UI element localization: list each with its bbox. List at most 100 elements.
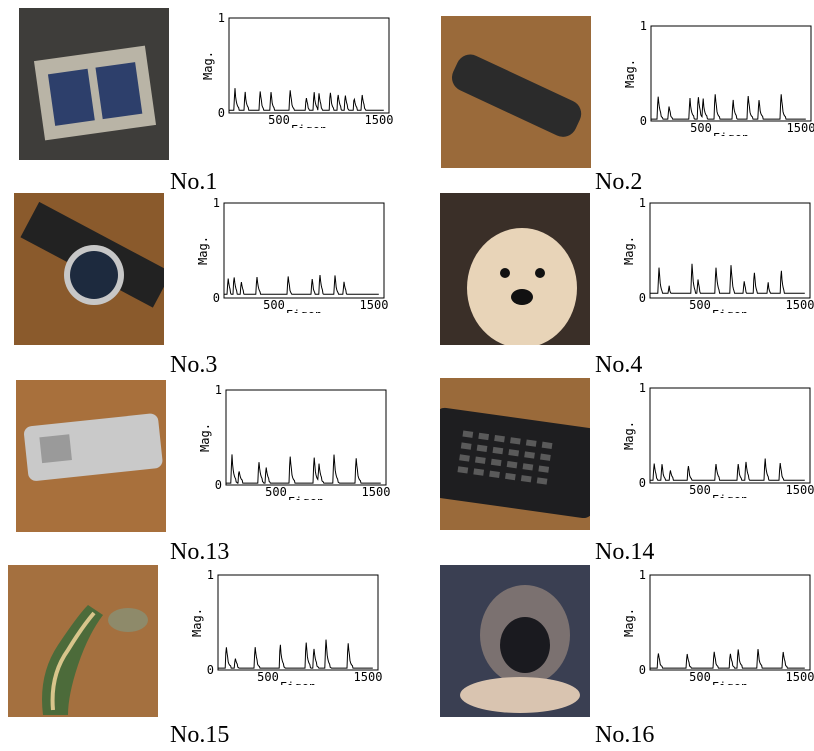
eigen-chart: 015001500EigenMag. bbox=[198, 383, 391, 509]
card-holder-photo bbox=[19, 8, 169, 160]
x-tick-label: 500 bbox=[268, 113, 290, 127]
remote-control-photo bbox=[440, 378, 590, 530]
y-tick-label: 0 bbox=[639, 663, 646, 677]
plot-frame bbox=[223, 202, 385, 299]
x-axis-label: Eigen bbox=[288, 495, 324, 500]
y-axis-label: Mag. bbox=[622, 608, 636, 637]
plot-area: 015001500EigenMag. bbox=[194, 193, 394, 322]
panel-no-14: 015001500EigenMag. bbox=[440, 378, 814, 564]
eigen-chart: 015001500EigenMag. bbox=[190, 568, 382, 694]
panel-caption: No.14 bbox=[595, 539, 655, 565]
panel-no-16: 015001500EigenMag. bbox=[440, 565, 814, 751]
x-tick-label: 1500 bbox=[362, 485, 391, 499]
eigen-chart: 015001500EigenMag. bbox=[623, 19, 814, 145]
plot-frame bbox=[649, 387, 811, 484]
photo-frame bbox=[441, 16, 591, 168]
spectrum-line bbox=[218, 639, 373, 669]
x-axis-label: Eigen bbox=[712, 308, 748, 313]
x-tick-label: 1500 bbox=[360, 298, 389, 312]
spectrum-line bbox=[224, 274, 379, 295]
plot-frame bbox=[649, 574, 811, 671]
x-tick-label: 1500 bbox=[786, 483, 814, 497]
x-axis-label: Eigen bbox=[280, 680, 316, 685]
x-tick-label: 500 bbox=[689, 298, 711, 312]
plot-frame bbox=[650, 25, 812, 122]
y-axis-label: Mag. bbox=[622, 236, 636, 265]
spectrum-line bbox=[650, 649, 805, 669]
y-tick-label: 0 bbox=[639, 291, 646, 305]
photo-frame bbox=[8, 565, 158, 717]
photo-frame bbox=[440, 378, 590, 530]
spectrum-line bbox=[650, 458, 805, 481]
shoe-horn-photo bbox=[8, 565, 158, 717]
x-tick-label: 500 bbox=[265, 485, 287, 499]
y-tick-label: 1 bbox=[639, 196, 646, 210]
y-tick-label: 0 bbox=[218, 106, 225, 120]
y-axis-label: Mag. bbox=[198, 423, 212, 452]
mobile-phone-photo bbox=[16, 380, 166, 532]
y-axis-label: Mag. bbox=[201, 51, 215, 80]
x-axis-label: Eigen bbox=[712, 493, 748, 498]
panel-no-3: 015001500EigenMag. bbox=[14, 193, 414, 379]
y-tick-label: 1 bbox=[207, 568, 214, 582]
y-tick-label: 1 bbox=[639, 568, 646, 582]
photo-frame bbox=[14, 193, 164, 345]
eigen-chart: 015001500EigenMag. bbox=[196, 196, 389, 322]
y-tick-label: 1 bbox=[218, 11, 225, 25]
wrist-watch-photo bbox=[14, 193, 164, 345]
x-axis-label: Eigen bbox=[713, 131, 749, 136]
plot-area: 015001500EigenMag. bbox=[188, 565, 388, 694]
plot-area: 015001500EigenMag. bbox=[199, 8, 399, 137]
photo-frame bbox=[440, 565, 590, 717]
plot-frame bbox=[649, 202, 811, 299]
photo-frame bbox=[19, 8, 169, 160]
eigen-chart: 015001500EigenMag. bbox=[622, 381, 814, 507]
panel-no-4: 015001500EigenMag. bbox=[440, 193, 814, 379]
x-tick-label: 500 bbox=[689, 670, 711, 684]
panel-caption: No.3 bbox=[170, 352, 218, 378]
photo-frame bbox=[440, 193, 590, 345]
x-tick-label: 500 bbox=[690, 121, 712, 135]
y-tick-label: 1 bbox=[640, 19, 647, 33]
y-tick-label: 1 bbox=[215, 383, 222, 397]
plot-area: 015001500EigenMag. bbox=[620, 565, 814, 694]
panel-no-15: 015001500EigenMag. bbox=[8, 565, 408, 751]
x-axis-label: Eigen bbox=[286, 308, 322, 313]
x-tick-label: 1500 bbox=[786, 670, 814, 684]
plot-area: 015001500EigenMag. bbox=[620, 378, 814, 507]
x-tick-label: 500 bbox=[689, 483, 711, 497]
panel-no-1: 015001500EigenMag. bbox=[19, 8, 419, 194]
panel-caption: No.1 bbox=[170, 169, 218, 195]
panel-caption: No.15 bbox=[170, 722, 230, 748]
panel-caption: No.13 bbox=[170, 539, 230, 565]
spectrum-line bbox=[651, 94, 806, 120]
panel-no-2: 015001500EigenMag. bbox=[441, 16, 814, 202]
plot-area: 015001500EigenMag. bbox=[196, 380, 396, 509]
x-axis-label: Eigen bbox=[291, 123, 327, 128]
panel-caption: No.16 bbox=[595, 722, 655, 748]
spectrum-line bbox=[650, 263, 805, 294]
x-axis-label: Eigen bbox=[712, 680, 748, 685]
y-tick-label: 1 bbox=[639, 381, 646, 395]
plot-area: 015001500EigenMag. bbox=[621, 16, 814, 145]
y-axis-label: Mag. bbox=[196, 236, 210, 265]
y-tick-label: 0 bbox=[213, 291, 220, 305]
panel-caption: No.4 bbox=[595, 352, 643, 378]
y-axis-label: Mag. bbox=[623, 59, 637, 88]
panel-no-13: 015001500EigenMag. bbox=[16, 380, 416, 566]
remote-control-photo bbox=[441, 16, 591, 168]
plot-frame bbox=[225, 389, 387, 486]
eigen-chart: 015001500EigenMag. bbox=[201, 11, 393, 137]
y-tick-label: 0 bbox=[215, 478, 222, 492]
x-tick-label: 1500 bbox=[787, 121, 814, 135]
plot-frame bbox=[228, 17, 390, 114]
dog-photo bbox=[440, 193, 590, 345]
eigen-chart: 015001500EigenMag. bbox=[622, 196, 814, 322]
spectrum-line bbox=[229, 88, 384, 111]
photo-frame bbox=[16, 380, 166, 532]
spectrum-line bbox=[226, 454, 381, 484]
panel-caption: No.2 bbox=[595, 169, 643, 195]
x-tick-label: 500 bbox=[257, 670, 279, 684]
eigen-chart: 015001500EigenMag. bbox=[622, 568, 814, 694]
cat-photo bbox=[440, 565, 590, 717]
